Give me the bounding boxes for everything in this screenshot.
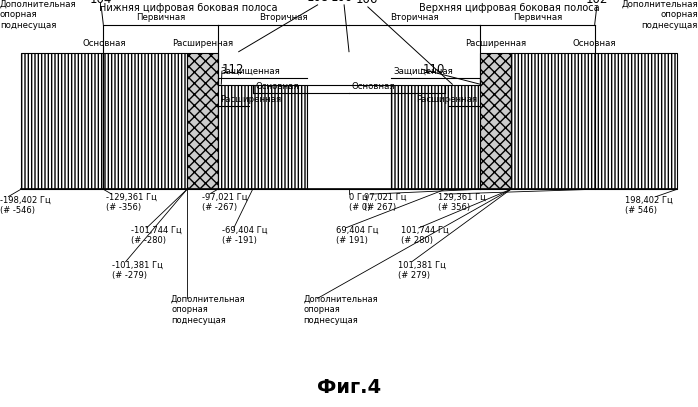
Text: 100: 100: [331, 0, 353, 4]
Text: 101,744 Гц
(# 280): 101,744 Гц (# 280): [401, 226, 449, 245]
Text: -101,381 Гц
(# -279): -101,381 Гц (# -279): [112, 260, 163, 280]
Text: Основная: Основная: [255, 82, 299, 91]
Bar: [103, 53, 187, 189]
Bar: [480, 53, 511, 189]
Text: 108: 108: [306, 0, 329, 4]
Text: 97,021 Гц
(# 267): 97,021 Гц (# 267): [364, 193, 407, 212]
Text: 0 Гц
(# 0): 0 Гц (# 0): [349, 193, 371, 212]
Text: Дополнительная
опорная
поднесущая: Дополнительная опорная поднесущая: [304, 295, 378, 325]
Text: -97,021 Гц
(# -267): -97,021 Гц (# -267): [202, 193, 248, 212]
Text: Защищенная: Защищенная: [394, 67, 454, 76]
Text: 69,404 Гц
(# 191): 69,404 Гц (# 191): [336, 226, 379, 245]
Bar: [307, 85, 391, 189]
Text: 110: 110: [423, 63, 445, 76]
Text: 101,381 Гц
(# 279): 101,381 Гц (# 279): [398, 260, 446, 280]
Text: Первичная: Первичная: [136, 13, 185, 22]
Bar: [595, 53, 677, 189]
Text: 198,402 Гц
(# 546): 198,402 Гц (# 546): [625, 195, 672, 215]
Text: Основная: Основная: [572, 39, 616, 48]
Text: 102: 102: [586, 0, 608, 6]
Text: -101,744 Гц
(# -280): -101,744 Гц (# -280): [131, 226, 182, 245]
Text: 106: 106: [355, 0, 378, 6]
Text: Основная: Основная: [352, 82, 395, 91]
Bar: [187, 53, 218, 189]
Text: -69,404 Гц
(# -191): -69,404 Гц (# -191): [222, 226, 267, 245]
Text: Расширенная: Расширенная: [172, 39, 233, 48]
Text: Расширенная: Расширенная: [416, 95, 477, 104]
Text: -198,402 Гц
(# -546): -198,402 Гц (# -546): [0, 195, 51, 215]
Text: -129,361 Гц
(# -356): -129,361 Гц (# -356): [106, 193, 157, 212]
Bar: [511, 53, 595, 189]
Text: 112: 112: [222, 63, 244, 76]
Bar: [218, 85, 307, 189]
Text: Вторичная: Вторичная: [390, 13, 439, 22]
Text: Дополнительная
опорная
поднесущая: Дополнительная опорная поднесущая: [0, 0, 77, 30]
Bar: [391, 85, 480, 189]
Text: Защищенная: Защищенная: [221, 67, 281, 76]
Text: Дополнительная
опорная
поднесущая: Дополнительная опорная поднесущая: [171, 295, 246, 325]
Text: 104: 104: [90, 0, 112, 6]
Text: Нижняя цифровая боковая полоса: Нижняя цифровая боковая полоса: [99, 3, 278, 13]
Text: Дополнительная
опорная
поднесущая: Дополнительная опорная поднесущая: [621, 0, 698, 30]
Text: Первичная: Первичная: [513, 13, 562, 22]
Text: Вторичная: Вторичная: [259, 13, 308, 22]
Bar: [21, 53, 103, 189]
Text: 129,361 Гц
(# 356): 129,361 Гц (# 356): [438, 193, 486, 212]
Text: Фиг.4: Фиг.4: [317, 378, 381, 397]
Text: Основная: Основная: [82, 39, 126, 48]
Text: Расширенная: Расширенная: [221, 95, 282, 104]
Text: Верхняя цифровая боковая полоса: Верхняя цифровая боковая полоса: [419, 3, 600, 13]
Text: Расширенная: Расширенная: [465, 39, 526, 48]
